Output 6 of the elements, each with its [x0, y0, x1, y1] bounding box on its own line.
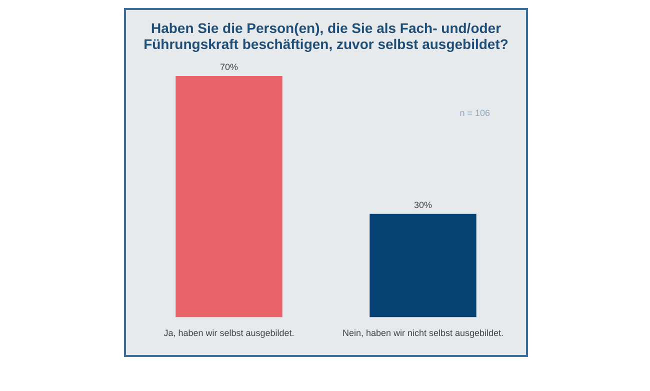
x-tick-label: Nein, haben wir nicht selbst ausgebildet.	[342, 328, 504, 338]
data-label: 30%	[414, 200, 432, 210]
annotation: n = 106	[460, 108, 490, 118]
x-tick-label: Ja, haben wir selbst ausgebildet.	[164, 328, 294, 338]
data-label: 70%	[220, 62, 238, 72]
chart-title: Haben Sie die Person(en), die Sie als Fach- und/oder Führungskraft beschäftigen, zuvor selbst ausgebildet?	[142, 19, 510, 52]
